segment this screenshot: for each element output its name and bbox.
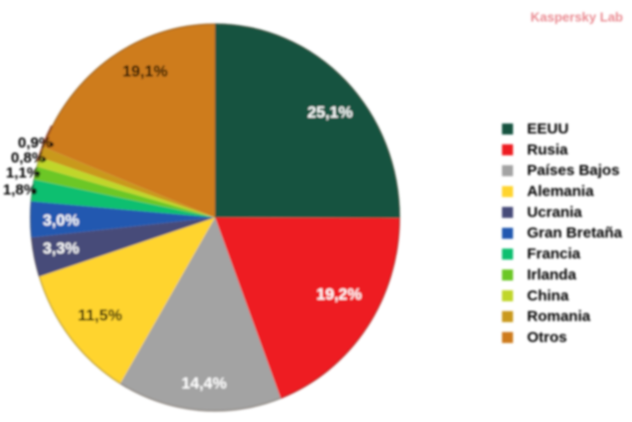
svg-text:19,2%: 19,2%: [316, 287, 361, 304]
svg-text:Rusia: Rusia: [527, 141, 569, 158]
svg-text:EEUU: EEUU: [527, 121, 569, 138]
svg-text:China: China: [527, 287, 569, 304]
svg-text:1,8%: 1,8%: [3, 182, 37, 199]
svg-text:3,3%: 3,3%: [43, 241, 79, 258]
svg-text:Países Bajos: Países Bajos: [527, 162, 620, 179]
svg-text:Francia: Francia: [527, 246, 581, 263]
svg-text:11,5%: 11,5%: [78, 308, 122, 325]
svg-text:14,4%: 14,4%: [181, 376, 226, 393]
svg-text:0,9%: 0,9%: [18, 135, 52, 152]
svg-text:Kaspersky Lab: Kaspersky Lab: [531, 10, 624, 25]
svg-text:1,1%: 1,1%: [6, 165, 40, 182]
svg-text:25,1%: 25,1%: [307, 105, 352, 122]
svg-text:3,0%: 3,0%: [43, 213, 79, 230]
svg-text:0,8%: 0,8%: [11, 150, 45, 167]
svg-text:Otros: Otros: [527, 329, 567, 346]
svg-text:Gran Bretaña: Gran Bretaña: [527, 225, 623, 242]
svg-text:Alemania: Alemania: [527, 183, 594, 200]
svg-text:19,1%: 19,1%: [122, 64, 167, 81]
svg-text:Irlanda: Irlanda: [527, 267, 577, 284]
svg-text:Romania: Romania: [527, 308, 591, 325]
svg-text:Ucrania: Ucrania: [527, 204, 583, 221]
